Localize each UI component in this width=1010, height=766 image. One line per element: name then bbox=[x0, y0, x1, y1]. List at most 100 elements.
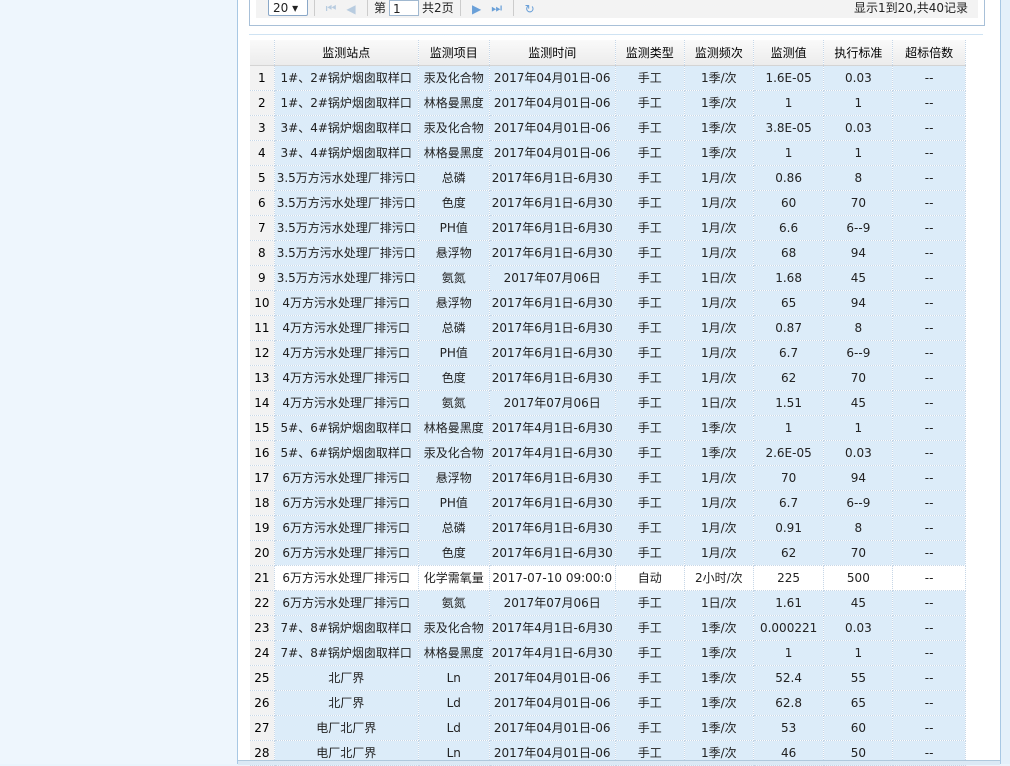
column-header[interactable]: 监测时间 bbox=[489, 40, 616, 66]
time-cell: 2017年4月1日-6月30 bbox=[489, 615, 616, 641]
row-number: 21 bbox=[250, 565, 275, 591]
table-row[interactable]: 3 3#、4#锅炉烟囱取样口 汞及化合物 2017年04月01日-06 手工 1季/次 3.… bbox=[250, 115, 983, 141]
table-row[interactable]: 27 电厂北厂界 Ld 2017年04月01日-06 手工 1季/次 53 60 -- bbox=[250, 715, 983, 741]
first-page-icon[interactable]: ⏮ bbox=[325, 1, 337, 15]
type-cell: 手工 bbox=[615, 165, 685, 191]
prev-page-icon[interactable]: ◀ bbox=[346, 2, 356, 16]
frequency-cell: 1日/次 bbox=[684, 590, 754, 616]
column-header[interactable]: 监测站点 bbox=[274, 40, 419, 66]
standard-cell: 0.03 bbox=[823, 65, 894, 91]
frequency-cell: 1季/次 bbox=[684, 415, 754, 441]
type-cell: 手工 bbox=[615, 315, 685, 341]
table-row[interactable]: 12 4万方污水处理厂排污口 PH值 2017年6月1日-6月30 手工 1月/次 6.7 6… bbox=[250, 340, 983, 366]
value-cell: 62 bbox=[753, 365, 825, 391]
type-cell: 手工 bbox=[615, 590, 685, 616]
row-spacer bbox=[965, 540, 983, 565]
table-row[interactable]: 22 6万方污水处理厂排污口 氨氮 2017年07月06日 手工 1日/次 1.61 45 -- bbox=[250, 590, 983, 616]
type-cell: 手工 bbox=[615, 190, 685, 216]
standard-cell: 6--9 bbox=[823, 490, 894, 516]
station-cell: 4万方污水处理厂排污口 bbox=[274, 365, 419, 391]
item-cell: 悬浮物 bbox=[418, 240, 490, 266]
standard-cell: 0.03 bbox=[823, 440, 894, 466]
data-grid: 监测站点 监测项目 监测时间 监测类型 监测频次 监测值 执行标准 超标倍数 1 1#、2#锅炉… bbox=[250, 40, 983, 766]
table-row[interactable]: 20 6万方污水处理厂排污口 色度 2017年6月1日-6月30 手工 1月/次 62 70-… bbox=[250, 540, 983, 566]
table-row[interactable]: 4 3#、4#锅炉烟囱取样口 林格曼黑度 2017年04月01日-06 手工 1季/次 1 1… bbox=[250, 140, 983, 166]
page-number-input[interactable]: 1 bbox=[389, 0, 420, 16]
row-spacer bbox=[965, 140, 983, 165]
table-row[interactable]: 9 3.5万方污水处理厂排污口 氨氮 2017年07月06日 手工 1日/次 1.68 45-… bbox=[250, 265, 983, 291]
type-cell: 手工 bbox=[615, 440, 685, 466]
divider bbox=[512, 0, 514, 16]
table-row[interactable]: 16 5#、6#锅炉烟囱取样口 汞及化合物 2017年4月1日-6月30 手工 1季/次 2… bbox=[250, 440, 983, 466]
station-cell: 5#、6#锅炉烟囱取样口 bbox=[274, 440, 419, 466]
column-header[interactable]: 监测频次 bbox=[684, 40, 754, 66]
table-row[interactable]: 2 1#、2#锅炉烟囱取样口 林格曼黑度 2017年04月01日-06 手工 1季/次 1 1… bbox=[250, 90, 983, 116]
table-row[interactable]: 26 北厂界 Ld 2017年04月01日-06 手工 1季/次 62.8 65 -- bbox=[250, 690, 983, 716]
page-size-select[interactable]: 20 ▾ bbox=[268, 0, 308, 16]
column-header[interactable]: 执行标准 bbox=[823, 40, 894, 66]
table-row[interactable]: 7 3.5万方污水处理厂排污口 PH值 2017年6月1日-6月30 手工 1月/次 6.6… bbox=[250, 215, 983, 241]
standard-cell: 1 bbox=[823, 140, 894, 166]
time-cell: 2017年04月01日-06 bbox=[489, 115, 616, 141]
refresh-icon[interactable]: ↻ bbox=[524, 2, 535, 16]
header-spacer bbox=[965, 40, 983, 65]
table-row[interactable]: 13 4万方污水处理厂排污口 色度 2017年6月1日-6月30 手工 1月/次 62 70-… bbox=[250, 365, 983, 391]
page-size-value: 20 bbox=[273, 1, 289, 15]
table-row[interactable]: 5 3.5万方污水处理厂排污口 总磷 2017年6月1日-6月30 手工 1月/次 0.86… bbox=[250, 165, 983, 191]
time-cell: 2017年4月1日-6月30 bbox=[489, 640, 616, 666]
row-number: 17 bbox=[250, 465, 275, 491]
row-number: 9 bbox=[250, 265, 275, 291]
exceed-cell: -- bbox=[892, 390, 966, 416]
row-number: 4 bbox=[250, 140, 275, 166]
standard-cell: 94 bbox=[823, 465, 894, 491]
standard-cell: 1 bbox=[823, 640, 894, 666]
table-row[interactable]: 11 4万方污水处理厂排污口 总磷 2017年6月1日-6月30 手工 1月/次 0.87 8… bbox=[250, 315, 983, 341]
table-row[interactable]: 24 7#、8#锅炉烟囱取样口 林格曼黑度 2017年4月1日-6月30 手工 1季/次 1… bbox=[250, 640, 983, 666]
next-page-icon[interactable]: ▶ bbox=[472, 2, 482, 16]
exceed-cell: -- bbox=[892, 340, 966, 366]
table-row[interactable]: 25 北厂界 Ln 2017年04月01日-06 手工 1季/次 52.4 55 -- bbox=[250, 665, 983, 691]
table-row[interactable]: 23 7#、8#锅炉烟囱取样口 汞及化合物 2017年4月1日-6月30 手工 1季/次 0… bbox=[250, 615, 983, 641]
table-row[interactable]: 19 6万方污水处理厂排污口 总磷 2017年6月1日-6月30 手工 1月/次 0.91 8… bbox=[250, 515, 983, 541]
column-header[interactable]: 监测项目 bbox=[418, 40, 490, 66]
standard-cell: 70 bbox=[823, 190, 894, 216]
main-panel: 20 ▾ ⏮ ◀ 第 1 共2页 ▶ ⏭ ↻ 显示1到20,共40记录 监测站点… bbox=[238, 0, 1001, 766]
table-row[interactable]: 17 6万方污水处理厂排污口 悬浮物 2017年6月1日-6月30 手工 1月/次 70 94… bbox=[250, 465, 983, 491]
row-spacer bbox=[965, 340, 983, 365]
table-row[interactable]: 21 6万方污水处理厂排污口 化学需氧量 2017-07-10 09:00:0 自动 2小… bbox=[250, 565, 983, 591]
horizontal-scrollbar[interactable] bbox=[238, 760, 1000, 765]
type-cell: 手工 bbox=[615, 365, 685, 391]
table-row[interactable]: 8 3.5万方污水处理厂排污口 悬浮物 2017年6月1日-6月30 手工 1月/次 68 9… bbox=[250, 240, 983, 266]
item-cell: 氨氮 bbox=[418, 265, 490, 291]
item-cell: 林格曼黑度 bbox=[418, 140, 490, 166]
divider bbox=[367, 0, 368, 16]
station-cell: 6万方污水处理厂排污口 bbox=[274, 540, 419, 566]
table-row[interactable]: 15 5#、6#锅炉烟囱取样口 林格曼黑度 2017年4月1日-6月30 手工 1季/次 1… bbox=[250, 415, 983, 441]
row-spacer bbox=[965, 590, 983, 615]
row-spacer bbox=[965, 365, 983, 390]
value-cell: 1 bbox=[753, 140, 825, 166]
table-row[interactable]: 6 3.5万方污水处理厂排污口 色度 2017年6月1日-6月30 手工 1月/次 60 70… bbox=[250, 190, 983, 216]
type-cell: 手工 bbox=[615, 465, 685, 491]
item-cell: PH值 bbox=[418, 215, 490, 241]
row-spacer bbox=[965, 390, 983, 415]
table-row[interactable]: 18 6万方污水处理厂排污口 PH值 2017年6月1日-6月30 手工 1月/次 6.7 6… bbox=[250, 490, 983, 516]
type-cell: 自动 bbox=[615, 565, 685, 591]
exceed-cell: -- bbox=[892, 440, 966, 466]
frequency-cell: 1季/次 bbox=[684, 715, 754, 741]
left-panel bbox=[0, 0, 238, 764]
value-cell: 1.68 bbox=[753, 265, 825, 291]
time-cell: 2017年07月06日 bbox=[489, 590, 616, 616]
column-header[interactable]: 超标倍数 bbox=[892, 40, 966, 66]
row-spacer bbox=[965, 90, 983, 115]
table-row[interactable]: 1 1#、2#锅炉烟囱取样口 汞及化合物 2017年04月01日-06 手工 1季/次 1.… bbox=[250, 65, 983, 91]
table-row[interactable]: 14 4万方污水处理厂排污口 氨氮 2017年07月06日 手工 1日/次 1.51 45 -- bbox=[250, 390, 983, 416]
column-header[interactable]: 监测值 bbox=[753, 40, 825, 66]
column-header[interactable]: 监测类型 bbox=[615, 40, 685, 66]
station-cell: 3#、4#锅炉烟囱取样口 bbox=[274, 140, 419, 166]
divider bbox=[314, 0, 315, 16]
time-cell: 2017-07-10 09:00:0 bbox=[489, 565, 616, 591]
table-row[interactable]: 10 4万方污水处理厂排污口 悬浮物 2017年6月1日-6月30 手工 1月/次 65 94… bbox=[250, 290, 983, 316]
last-page-icon[interactable]: ⏭ bbox=[491, 1, 503, 15]
frequency-cell: 1日/次 bbox=[684, 265, 754, 291]
